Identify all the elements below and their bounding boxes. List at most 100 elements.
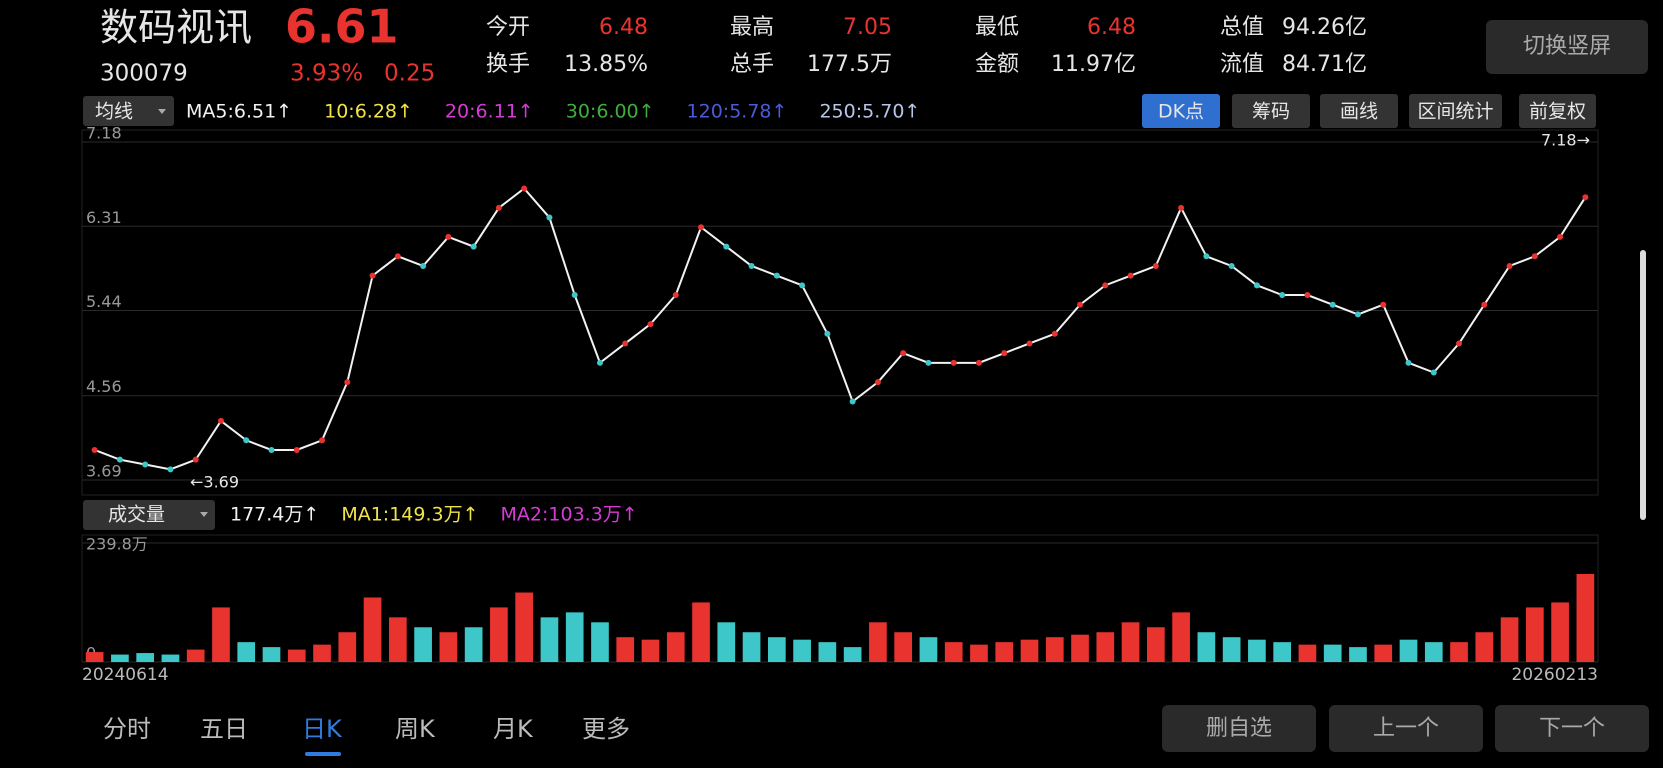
price-point: [900, 350, 907, 357]
volume-bar: [1323, 644, 1342, 662]
stat-label: 最低: [975, 15, 1019, 40]
orientation-label: 切换竖屏: [1523, 34, 1611, 59]
period-tab[interactable]: 月K: [493, 715, 534, 743]
price-point: [622, 340, 629, 347]
price-point: [1304, 292, 1311, 299]
orientation-button[interactable]: [1486, 20, 1648, 74]
volume-bar: [237, 642, 256, 662]
stat-value: 13.85%: [564, 52, 648, 77]
price-point: [975, 359, 982, 366]
period-tab[interactable]: 日K: [302, 715, 343, 743]
volume-bar: [363, 597, 382, 662]
price-point: [1203, 253, 1210, 260]
tool-button[interactable]: [1142, 94, 1220, 128]
volume-bar: [869, 622, 887, 662]
price-point: [1228, 262, 1235, 269]
action-button[interactable]: [1329, 705, 1483, 752]
volume-dropdown[interactable]: [83, 500, 215, 530]
price-point: [824, 330, 831, 337]
price-point: [445, 233, 452, 240]
stat-value: 177.5万: [807, 52, 892, 77]
price-point: [420, 262, 427, 269]
ma-label: 20:6.11↑: [445, 101, 534, 123]
price-point: [1077, 301, 1084, 308]
volume-bar: [1475, 632, 1494, 662]
price-point: [546, 214, 553, 221]
period-tab[interactable]: 更多: [582, 715, 630, 743]
volume-bar: [1222, 637, 1241, 662]
price-point: [344, 379, 351, 386]
volume-bar: [85, 652, 104, 662]
price-point: [647, 321, 654, 328]
price-point: [1380, 301, 1387, 308]
volume-bar: [1020, 639, 1039, 662]
dropdown-arrow: [200, 512, 208, 517]
stat-value: 6.48: [1087, 15, 1136, 40]
price-point: [470, 243, 477, 250]
volume-ma-label: 177.4万↑: [230, 504, 319, 526]
volume-bar: [1374, 644, 1393, 662]
volume-bar: [136, 653, 155, 662]
volume-ma-label: MA2:103.3万↑: [501, 504, 638, 526]
tool-button[interactable]: [1232, 94, 1310, 128]
volume-bar: [1273, 642, 1292, 662]
y-tick-label: 239.8万: [86, 535, 148, 554]
stat-value: 11.97亿: [1051, 52, 1136, 77]
volume-ma-label: MA1:149.3万↑: [341, 504, 478, 526]
stock-code: 300079: [100, 61, 188, 87]
stat-label: 换手: [486, 52, 530, 77]
price-point: [1051, 330, 1058, 337]
volume-bar: [1248, 639, 1266, 662]
action-button[interactable]: [1495, 705, 1649, 752]
volume-bar: [1298, 644, 1317, 662]
stat-label: 今开: [486, 15, 530, 40]
price-point: [217, 417, 224, 424]
stat-value: 84.71亿: [1282, 52, 1367, 77]
period-tab[interactable]: 五日: [200, 715, 248, 743]
ma-label: 10:6.28↑: [324, 101, 413, 123]
tool-button[interactable]: [1320, 94, 1398, 128]
volume-bar: [287, 649, 306, 662]
price-point: [293, 446, 300, 453]
price-point: [874, 379, 881, 386]
tool-button[interactable]: [1519, 94, 1596, 128]
y-tick-label: 5.44: [86, 292, 122, 311]
volume-bar: [1450, 642, 1468, 662]
price-point: [1152, 262, 1159, 269]
period-tab[interactable]: 周K: [395, 715, 436, 743]
volume-bar: [995, 642, 1014, 662]
stat-value: 7.05: [843, 15, 892, 40]
price-point: [723, 243, 730, 250]
period-tab[interactable]: 分时: [103, 715, 151, 743]
tool-button-label: 画线: [1340, 101, 1378, 123]
volume-bar: [490, 607, 508, 662]
price-point: [925, 359, 932, 366]
price-point: [1506, 262, 1513, 269]
action-label: 上一个: [1373, 716, 1439, 741]
price-point: [1102, 282, 1109, 289]
y-tick-label: 6.31: [86, 208, 122, 227]
price-point: [1430, 369, 1437, 376]
volume-bar: [1349, 647, 1367, 662]
tool-button-label: 区间统计: [1417, 101, 1493, 123]
action-button[interactable]: [1162, 705, 1316, 752]
volume-bar: [843, 647, 862, 662]
stat-value: 6.48: [599, 15, 648, 40]
ma-dropdown[interactable]: [83, 96, 174, 126]
price-point: [1582, 194, 1589, 201]
volume-bar: [515, 592, 534, 662]
stock-name: 数码视讯: [100, 6, 252, 50]
price-point: [521, 185, 528, 192]
volume-bar: [388, 617, 407, 662]
price-point: [748, 262, 755, 269]
dropdown-arrow: [158, 109, 166, 114]
price-point: [495, 204, 502, 211]
volume-bar: [666, 632, 685, 662]
price-point: [849, 398, 856, 405]
volume-bar: [313, 644, 331, 662]
price-point: [1456, 340, 1463, 347]
tool-button[interactable]: [1409, 94, 1502, 128]
volume-bar: [1525, 607, 1544, 662]
volume-bar: [338, 632, 357, 662]
